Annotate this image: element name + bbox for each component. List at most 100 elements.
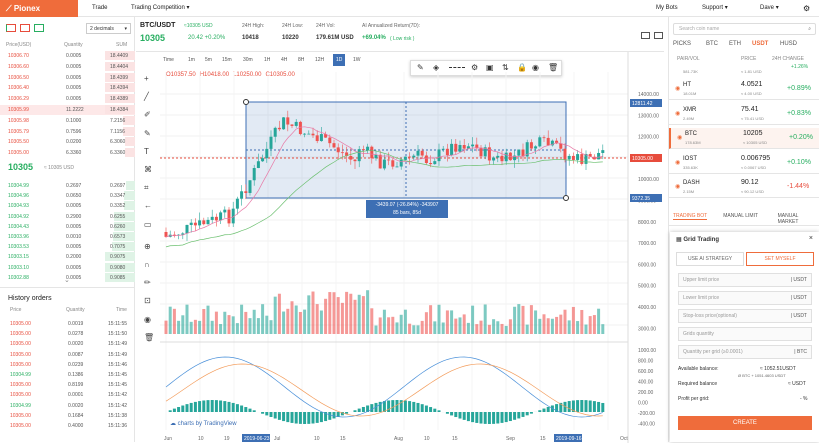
close-icon[interactable]: ×: [809, 235, 813, 242]
macd-histogram-bar: [438, 410, 441, 412]
macd-histogram-bar: [488, 412, 491, 424]
upper-limit-input[interactable]: Upper limit price| USDT: [678, 273, 812, 287]
trade-tab-1[interactable]: MANUAL LIMIT: [723, 213, 758, 219]
grid-layout-icon[interactable]: [641, 32, 650, 39]
nav-support[interactable]: Support ▾: [702, 0, 728, 17]
nav-competition[interactable]: Trading Competition ▾: [131, 0, 190, 17]
price-tag-label: 9372.35: [632, 196, 650, 202]
macd-histogram-bar: [270, 412, 273, 417]
candle-body: [580, 154, 583, 164]
candle-body: [337, 147, 340, 152]
stop-loss-input[interactable]: Stop-loss price(optional)| USDT: [678, 309, 812, 323]
trade-tab-0[interactable]: TRADING BOT: [673, 213, 707, 220]
candle-body: [496, 156, 499, 158]
book-asks-icon[interactable]: [20, 24, 30, 32]
macd-histogram-bar: [543, 409, 546, 412]
depth-bar: [125, 137, 135, 146]
market-tab-husd[interactable]: HUSD: [780, 41, 797, 47]
ask-qty: 0.0200: [66, 137, 81, 147]
macd-histogram-bar: [601, 403, 604, 412]
chevron-down-icon[interactable]: ⌄: [64, 276, 70, 284]
coin-search-input[interactable]: Search coin name⌕: [673, 23, 816, 35]
brand-logo[interactable]: ⟋ Pionex: [0, 0, 78, 17]
market-tab-eth[interactable]: ETH: [729, 41, 741, 47]
use-ai-strategy-button[interactable]: USE AI STRATEGY: [676, 252, 744, 266]
profit-value: - %: [800, 396, 808, 402]
volume-bar: [442, 322, 445, 334]
book-layout-icon[interactable]: [6, 24, 16, 32]
macd-histogram-bar: [425, 406, 428, 412]
bid-qty: 0.0005: [66, 242, 81, 252]
coin-icon: ◉: [677, 134, 682, 141]
market-tab-picks[interactable]: PICKS: [673, 41, 691, 47]
book-bids-icon[interactable]: [34, 24, 44, 32]
fullscreen-icon[interactable]: [654, 32, 663, 39]
candle-body: [446, 149, 449, 155]
macd-histogram-bar: [286, 412, 289, 422]
y-axis-label: 14000.00: [638, 92, 659, 98]
candle-body: [576, 154, 579, 160]
pair-vol-header: PAIR/VOL: [677, 56, 700, 62]
candle-body: [286, 117, 289, 124]
nav-trade[interactable]: Trade: [92, 0, 107, 17]
decimals-select[interactable]: 2 decimals▾: [86, 23, 131, 34]
history-price: 10305.00: [10, 411, 31, 421]
grids-quantity-input[interactable]: Grids quantity: [678, 327, 812, 341]
set-myself-button[interactable]: SET MYSELF: [746, 252, 814, 266]
gear-icon[interactable]: ⚙: [803, 0, 810, 17]
market-tab-btc[interactable]: BTC: [706, 41, 718, 47]
bid-price: 10303.96: [8, 232, 29, 242]
coin-icon: ◉: [675, 183, 680, 190]
macd-histogram-bar: [568, 401, 571, 412]
trade-tab-2[interactable]: MANUAL MARKET: [778, 213, 819, 225]
ask-qty: 6.3360: [66, 148, 81, 158]
ask-price: 10306.40: [8, 83, 29, 93]
macd-histogram-bar: [522, 412, 525, 417]
lower-limit-input[interactable]: Lower limit price| USDT: [678, 291, 812, 305]
create-button[interactable]: CREATE: [678, 416, 812, 430]
volume-bar: [433, 321, 436, 334]
col-qty-header: Quantity: [64, 42, 83, 48]
market-tab-usdt[interactable]: USDT: [752, 41, 768, 47]
ask-price: 10305.50: [8, 137, 29, 147]
volume-bar: [559, 315, 562, 334]
macd-histogram-bar: [333, 412, 336, 418]
volume-bar: [312, 292, 315, 334]
lower-limit-placeholder: Lower limit price: [683, 295, 719, 301]
chevron-down-icon: ▾: [725, 5, 728, 11]
nav-user[interactable]: Dave ▾: [760, 0, 779, 17]
measure-tooltip: -3439.07 (-26.84%) -343907 85 bars, 85d: [366, 200, 448, 218]
macd-histogram-bar: [580, 400, 583, 412]
macd-histogram-bar: [429, 407, 432, 412]
quantity-per-grid-input[interactable]: Quantity per grid (≥0.0001)| BTC: [678, 345, 812, 359]
nav-my-bots[interactable]: My Bots: [656, 0, 678, 17]
candle-body: [282, 117, 285, 129]
volume-bar: [349, 294, 352, 334]
